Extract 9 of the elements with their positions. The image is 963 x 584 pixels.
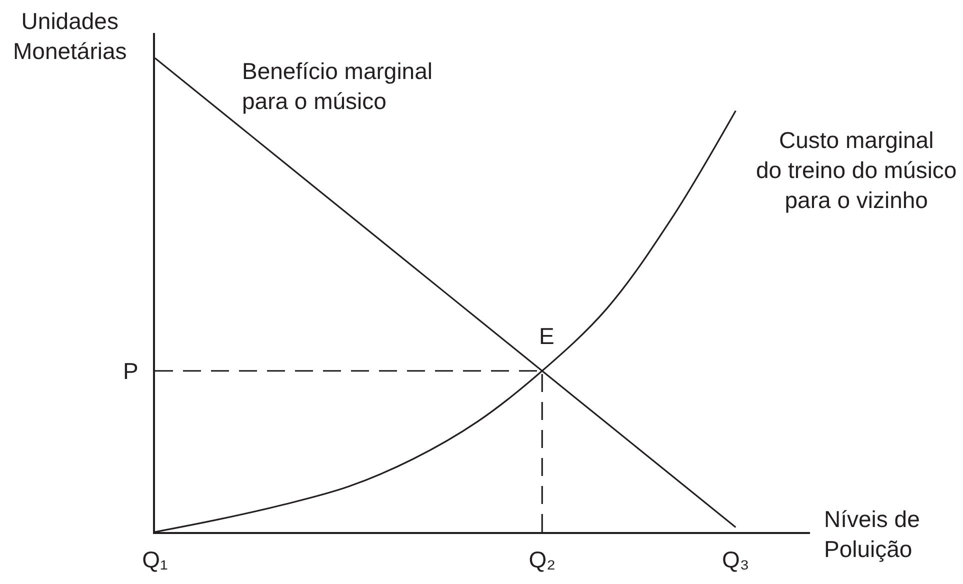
x-tick-label: Q₂ [528,546,556,572]
x-tick-label: Q₁ [142,546,168,572]
ref-line-label: P [123,358,138,384]
y-axis-title: Unidades Monetárias [13,8,127,64]
annotation: E [539,323,554,349]
series-label: Custo marginal do treino do músico para o vizinho [756,127,957,213]
series-label: Benefício marginal para o músico [242,58,432,114]
x-tick-label: Q₃ [722,546,750,572]
x-axis-title: Níveis de Poluição [824,506,920,562]
